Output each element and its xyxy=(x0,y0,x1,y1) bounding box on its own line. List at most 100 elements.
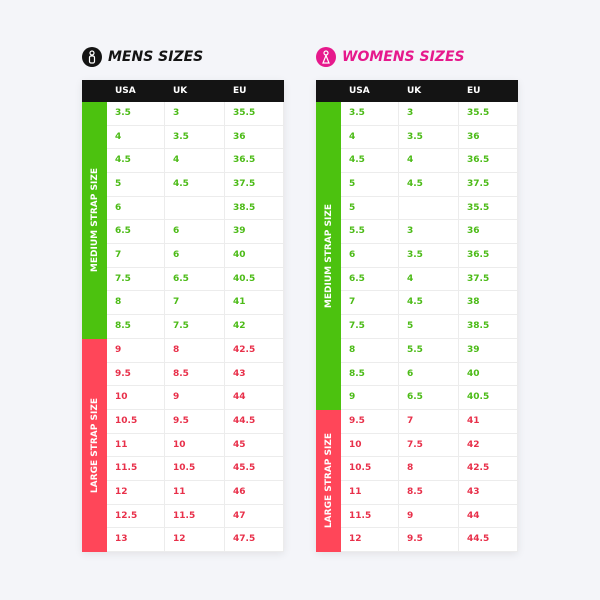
table-cell: 7.5 xyxy=(399,433,459,458)
table-cell: 9 xyxy=(341,386,399,410)
men-icon xyxy=(82,47,102,67)
table-cell: 9.5 xyxy=(399,528,459,552)
table-cell: 11 xyxy=(107,433,165,458)
table-cell: 5 xyxy=(341,173,399,197)
table-cell: 11.5 xyxy=(165,504,225,529)
strap-label: LARGE STRAP SIZE xyxy=(89,397,100,493)
table-cell: 38.5 xyxy=(459,315,518,339)
table-cell: 42 xyxy=(459,433,518,458)
table-cell: 10 xyxy=(341,433,399,458)
table-cell: 12 xyxy=(107,480,165,505)
table-header xyxy=(82,80,284,102)
table-cell: 5.5 xyxy=(399,338,459,363)
table-cell: 42.5 xyxy=(459,457,518,481)
table-cell: 3 xyxy=(399,220,459,245)
table-cell: 5 xyxy=(399,315,459,339)
table-title: WOMENS SIZES xyxy=(342,49,465,65)
table-cell: 7 xyxy=(341,291,399,316)
table-cell: 36.5 xyxy=(225,149,284,174)
strap-band: LARGE STRAP SIZE xyxy=(316,409,341,552)
table-cell: 46 xyxy=(225,480,284,505)
table-cell: 38 xyxy=(459,291,518,316)
table-cell: 8 xyxy=(341,338,399,363)
table-cell: 11.5 xyxy=(107,457,165,481)
table-cell: 38.5 xyxy=(225,196,284,221)
table-cell: 35.5 xyxy=(459,102,518,126)
table-header xyxy=(316,80,518,102)
table-cell: 12.5 xyxy=(107,504,165,529)
table-cell: 6 xyxy=(107,196,165,221)
strap-label: LARGE STRAP SIZE xyxy=(323,433,334,529)
table-cell: 4.5 xyxy=(399,173,459,197)
table-cell: 5 xyxy=(107,173,165,197)
table-cell: 35.5 xyxy=(459,196,518,221)
table-cell: 4 xyxy=(399,267,459,292)
table-cell: 36 xyxy=(225,125,284,150)
table-cell: 39 xyxy=(459,338,518,363)
column-header: USA xyxy=(349,86,370,96)
table-cell: 41 xyxy=(459,409,518,434)
table-cell: 8.5 xyxy=(399,480,459,505)
table-cell: 10.5 xyxy=(165,457,225,481)
table-cell: 8.5 xyxy=(341,362,399,387)
table-cell: 42.5 xyxy=(225,338,284,363)
table-cell: 5 xyxy=(341,196,399,221)
table-cell: 3 xyxy=(399,102,459,126)
table-cell: 4 xyxy=(165,149,225,174)
table-cell: 45 xyxy=(225,433,284,458)
table-cell: 44 xyxy=(225,386,284,410)
women-icon xyxy=(316,47,336,67)
table-cell: 6 xyxy=(341,244,399,268)
table-cell: 9 xyxy=(165,386,225,410)
table-cell: 3.5 xyxy=(399,125,459,150)
table-cell xyxy=(399,196,459,221)
table-cell: 8 xyxy=(107,291,165,316)
table-cell: 40 xyxy=(225,244,284,268)
table-cell: 36.5 xyxy=(459,244,518,268)
table-cell: 7.5 xyxy=(165,315,225,339)
column-header: USA xyxy=(115,86,136,96)
table-cell: 6.5 xyxy=(399,386,459,410)
column-header: EU xyxy=(467,86,481,96)
table-cell: 8.5 xyxy=(165,362,225,387)
table-cell: 6 xyxy=(399,362,459,387)
table-cell: 4.5 xyxy=(399,291,459,316)
table-cell: 7.5 xyxy=(107,267,165,292)
table-cell: 7 xyxy=(399,409,459,434)
strap-band: LARGE STRAP SIZE xyxy=(82,338,107,552)
table-cell: 3.5 xyxy=(165,125,225,150)
table-cell: 44.5 xyxy=(225,409,284,434)
table-cell: 36 xyxy=(459,125,518,150)
table-cell: 4.5 xyxy=(341,149,399,174)
table-cell xyxy=(165,196,225,221)
strap-label: MEDIUM STRAP SIZE xyxy=(89,168,100,273)
table-cell: 3.5 xyxy=(107,102,165,126)
table-cell: 6 xyxy=(165,220,225,245)
table-cell: 47.5 xyxy=(225,528,284,552)
column-header: EU xyxy=(233,86,247,96)
table-cell: 7 xyxy=(107,244,165,268)
table-cell: 45.5 xyxy=(225,457,284,481)
column-header: UK xyxy=(407,86,422,96)
table-cell: 4 xyxy=(107,125,165,150)
table-cell: 44 xyxy=(459,504,518,529)
strap-label: MEDIUM STRAP SIZE xyxy=(323,203,334,308)
table-cell: 5.5 xyxy=(341,220,399,245)
table-cell: 3.5 xyxy=(399,244,459,268)
table-cell: 4.5 xyxy=(107,149,165,174)
table-cell: 44.5 xyxy=(459,528,518,552)
table-cell: 6.5 xyxy=(107,220,165,245)
table-cell: 11.5 xyxy=(341,504,399,529)
table-cell: 11 xyxy=(165,480,225,505)
table-cell: 4.5 xyxy=(165,173,225,197)
table-cell: 37.5 xyxy=(225,173,284,197)
table-cell: 36 xyxy=(459,220,518,245)
table-cell: 9.5 xyxy=(341,409,399,434)
table-cell: 10 xyxy=(165,433,225,458)
table-cell: 3 xyxy=(165,102,225,126)
table-cell: 12 xyxy=(165,528,225,552)
table-cell: 43 xyxy=(459,480,518,505)
table-cell: 40.5 xyxy=(459,386,518,410)
table-title: MENS SIZES xyxy=(108,49,204,65)
